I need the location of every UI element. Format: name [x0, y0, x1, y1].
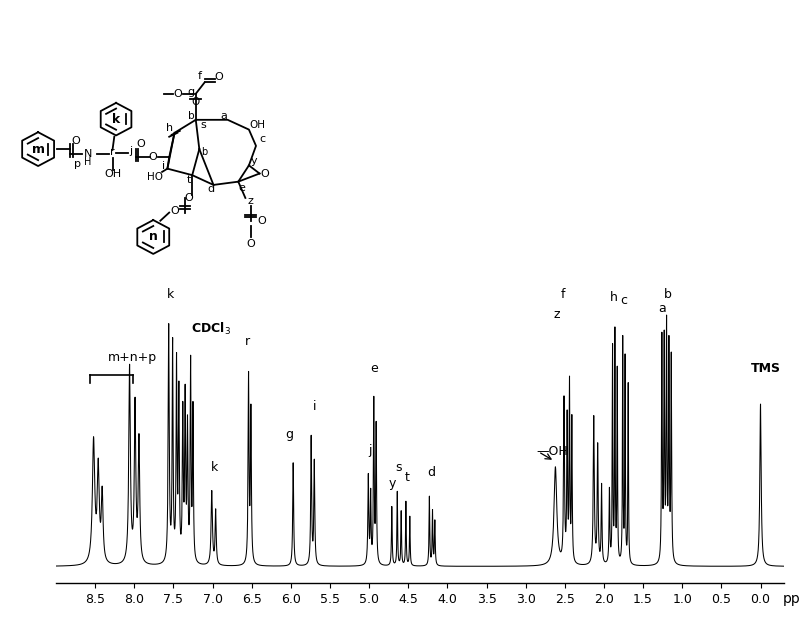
Text: p: p — [74, 159, 81, 169]
Text: O: O — [170, 206, 179, 216]
Text: m: m — [32, 143, 45, 156]
Text: h: h — [610, 291, 618, 304]
Text: j: j — [130, 146, 133, 156]
Text: O: O — [261, 169, 270, 179]
Text: k: k — [166, 288, 174, 301]
Text: k: k — [210, 461, 218, 474]
Text: O: O — [184, 193, 193, 203]
Text: HO: HO — [147, 172, 163, 182]
Text: CDCl$_3$: CDCl$_3$ — [191, 321, 231, 337]
Text: g: g — [285, 428, 293, 441]
Text: N: N — [83, 149, 92, 159]
Text: s: s — [396, 461, 402, 474]
Text: O: O — [71, 136, 80, 146]
Text: f: f — [198, 71, 202, 81]
Text: OH: OH — [250, 120, 266, 130]
Text: m+n+p: m+n+p — [108, 351, 157, 364]
Text: c: c — [259, 135, 266, 144]
Text: d: d — [427, 466, 435, 479]
Text: r: r — [246, 335, 250, 348]
Text: O: O — [174, 89, 182, 99]
Text: OH: OH — [104, 169, 121, 180]
Text: O: O — [148, 153, 157, 162]
Text: i: i — [313, 401, 316, 414]
Text: z: z — [554, 308, 560, 321]
Text: y: y — [251, 156, 258, 166]
Text: a: a — [658, 302, 666, 315]
Text: O: O — [214, 73, 223, 82]
Text: O: O — [192, 97, 200, 107]
Text: b: b — [202, 147, 208, 157]
Text: O: O — [257, 216, 266, 226]
Text: —OH: —OH — [537, 445, 568, 458]
Text: t: t — [187, 175, 191, 185]
Text: H: H — [84, 157, 91, 167]
Text: z: z — [248, 196, 254, 206]
Text: O: O — [137, 140, 146, 149]
Text: k: k — [112, 113, 120, 126]
Text: r: r — [110, 148, 115, 157]
Text: a: a — [221, 111, 227, 121]
Text: b: b — [663, 288, 671, 301]
Text: e: e — [238, 182, 246, 193]
Text: h: h — [166, 123, 173, 133]
Text: ppm: ppm — [782, 592, 800, 606]
Text: s: s — [200, 120, 206, 130]
Text: j: j — [368, 444, 372, 457]
Text: d: d — [207, 184, 214, 194]
Text: TMS: TMS — [751, 362, 781, 375]
Text: c: c — [620, 294, 627, 307]
Text: n: n — [149, 231, 158, 244]
Text: b: b — [188, 111, 195, 121]
Text: y: y — [388, 477, 395, 490]
Text: t: t — [405, 471, 410, 484]
Text: g: g — [187, 87, 194, 97]
Text: O: O — [246, 239, 255, 249]
Text: e: e — [370, 362, 378, 375]
Text: i: i — [162, 161, 165, 171]
Text: f: f — [561, 288, 566, 301]
